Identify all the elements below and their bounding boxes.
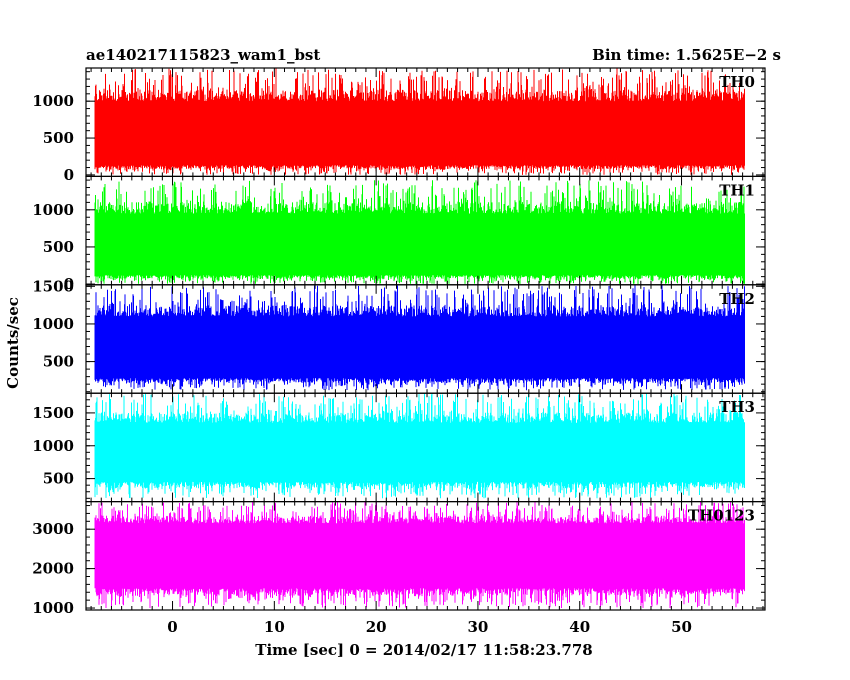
y-tick-label-th3: 1000 xyxy=(32,437,74,455)
panel-label-th3: TH3 xyxy=(719,398,755,416)
trace-th0123 xyxy=(94,501,745,608)
y-axis-label: Counts/sec xyxy=(4,297,22,389)
panel-label-th2: TH2 xyxy=(719,290,755,308)
trace-th0 xyxy=(94,68,745,175)
trace-th1 xyxy=(94,180,745,285)
y-tick-label-th1: 500 xyxy=(43,238,74,256)
y-tick-label-th2: 1000 xyxy=(32,315,74,333)
x-tick-label: 10 xyxy=(264,618,285,636)
trace-th2 xyxy=(94,284,745,391)
y-tick-label-th1: 0 xyxy=(64,275,74,293)
y-tick-label-th0: 1000 xyxy=(32,92,74,110)
trace-th3 xyxy=(94,393,745,499)
labels-layer: 05001000TH005001000TH150010001500TH25001… xyxy=(32,73,755,636)
x-axis-label: Time [sec] 0 = 2014/02/17 11:58:23.778 xyxy=(255,641,592,659)
panel-frame-th0123 xyxy=(85,501,766,611)
y-tick-label-th0123: 1000 xyxy=(32,599,74,617)
y-tick-label-th2: 1500 xyxy=(32,277,74,295)
y-tick-label-th2: 500 xyxy=(43,353,74,371)
x-tick-label: 50 xyxy=(671,618,692,636)
x-tick-label: 30 xyxy=(467,618,488,636)
x-tick-label: 40 xyxy=(569,618,590,636)
y-tick-label-th0: 0 xyxy=(64,166,74,184)
y-tick-label-th0123: 2000 xyxy=(32,560,74,578)
x-tick-label: 0 xyxy=(167,618,177,636)
x-tick-label: 20 xyxy=(366,618,387,636)
traces-layer xyxy=(94,68,745,608)
panel-label-th0: TH0 xyxy=(719,73,755,91)
y-tick-label-th3: 500 xyxy=(43,470,74,488)
y-tick-label-th1: 1000 xyxy=(32,201,74,219)
y-tick-label-th0: 500 xyxy=(43,129,74,147)
panel-label-th1: TH1 xyxy=(719,181,755,199)
chart-title-right: Bin time: 1.5625E−2 s xyxy=(592,46,781,64)
chart-title-left: ae140217115823_wam1_bst xyxy=(86,46,320,64)
ticks-layer xyxy=(86,68,765,610)
y-tick-label-th0123: 3000 xyxy=(32,520,74,538)
panel-label-th0123: TH0123 xyxy=(688,507,755,525)
y-tick-label-th3: 1500 xyxy=(32,404,74,422)
